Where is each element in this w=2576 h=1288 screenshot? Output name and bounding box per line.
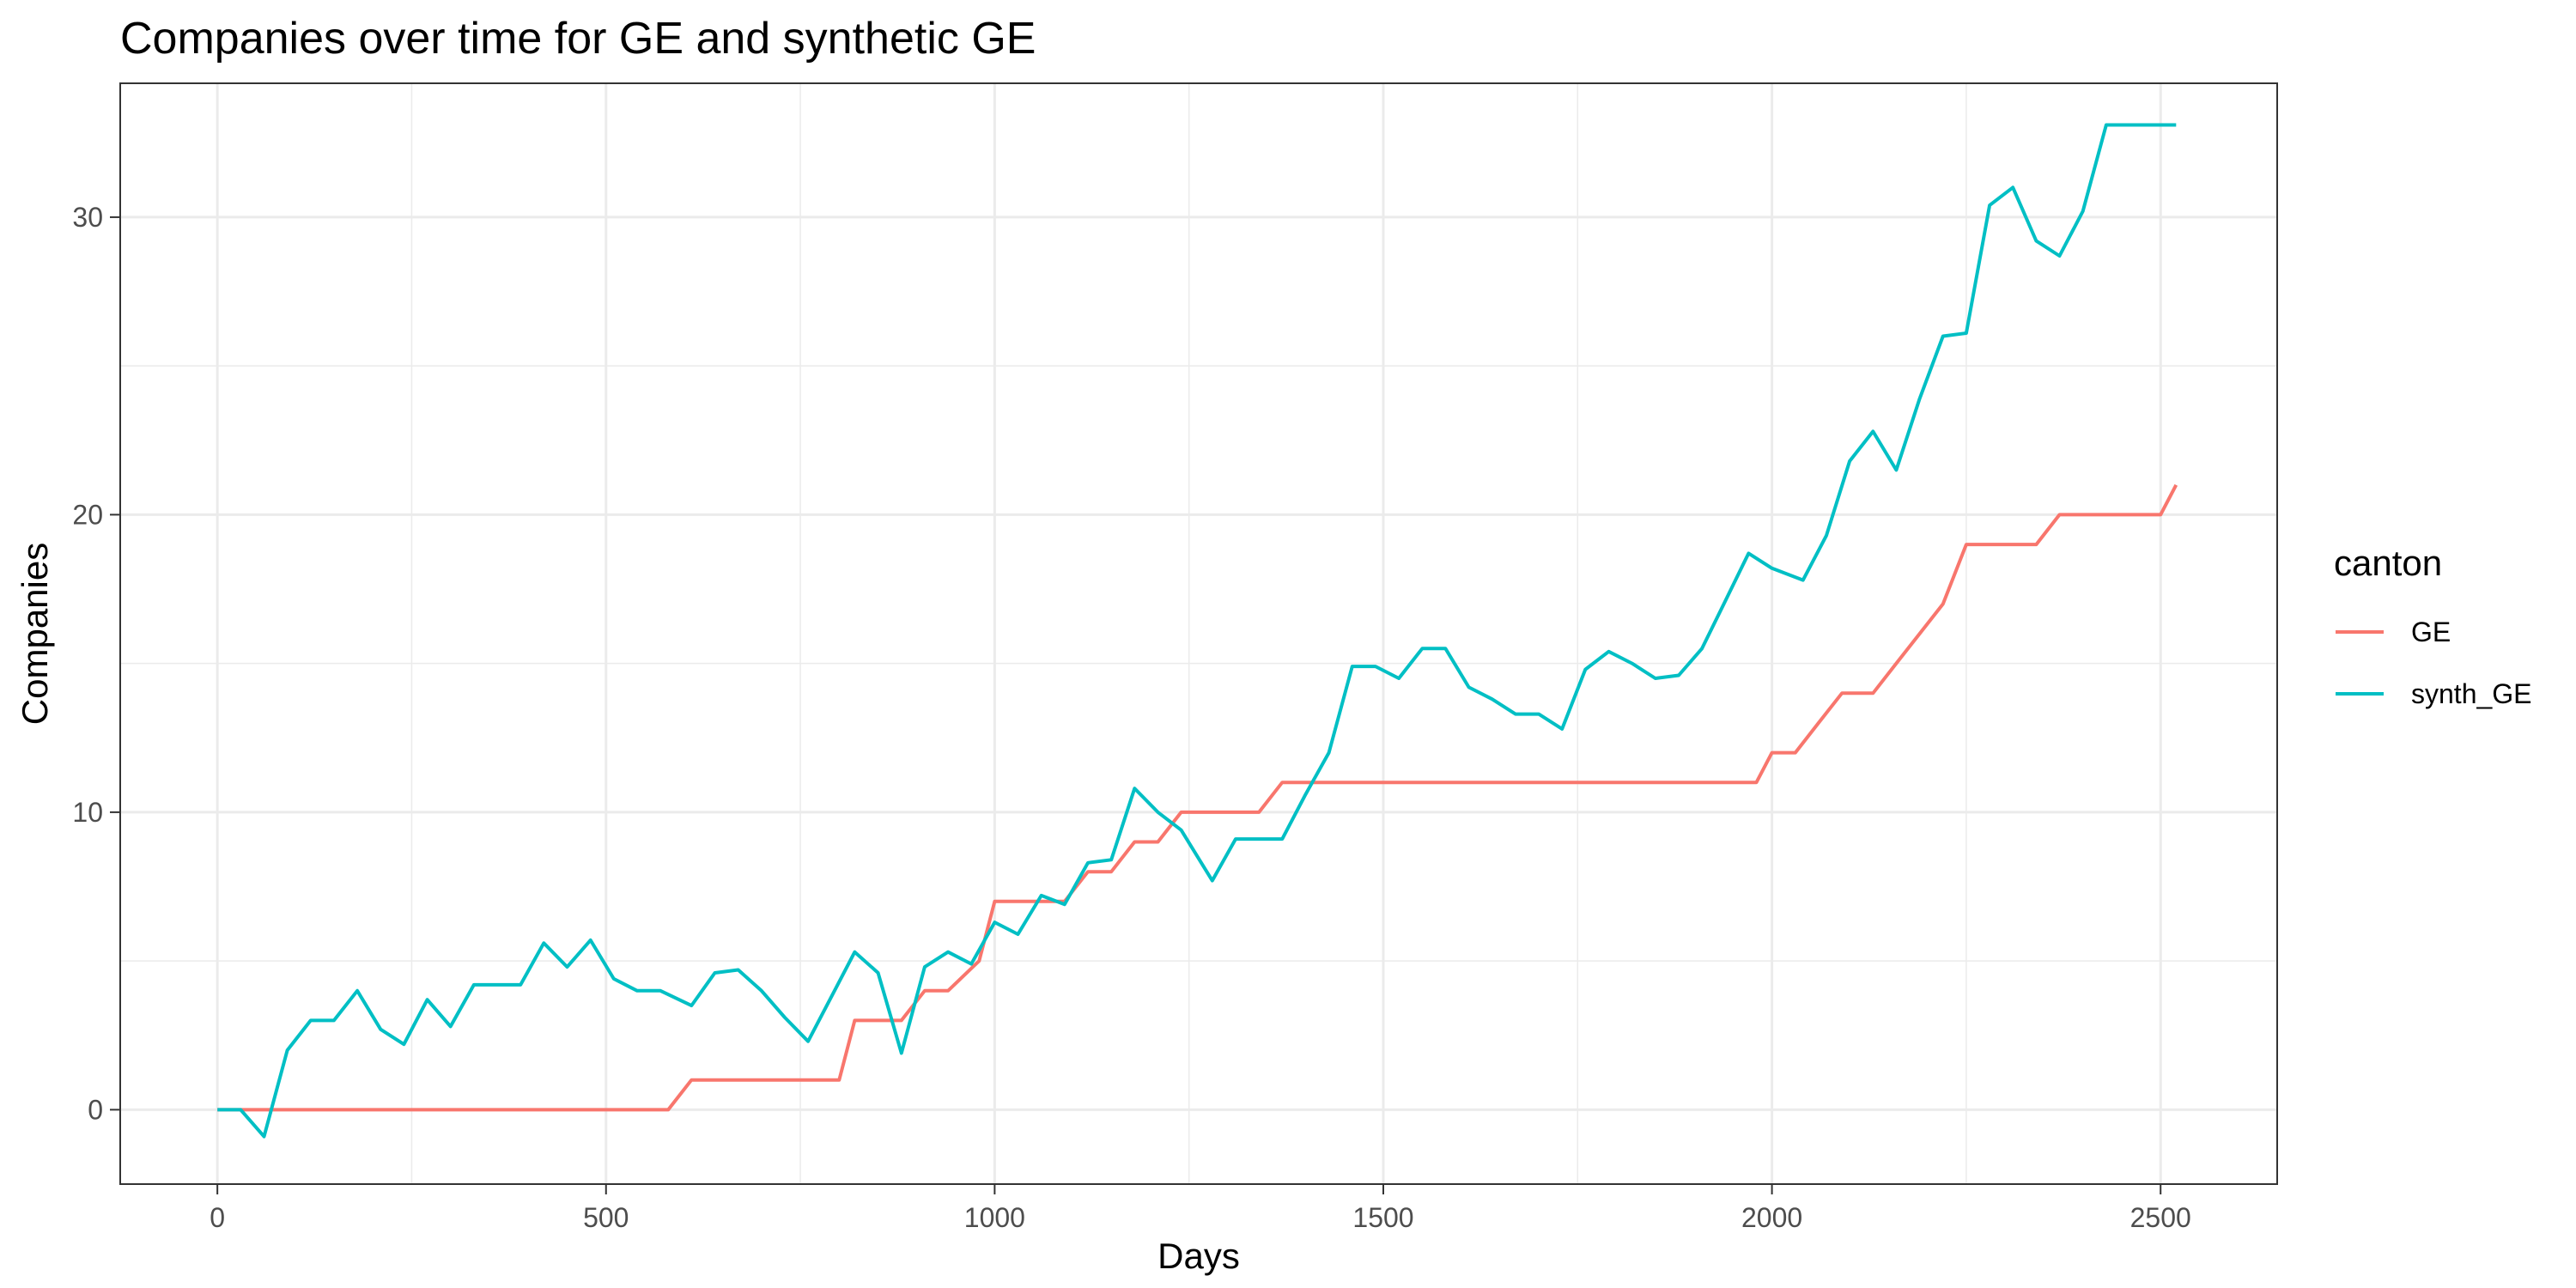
chart-title: Companies over time for GE and synthetic… bbox=[120, 14, 1036, 64]
x-axis-title: Days bbox=[1157, 1236, 1240, 1276]
x-tick-label: 1000 bbox=[964, 1202, 1025, 1233]
plot-panel-border bbox=[119, 82, 2278, 1185]
x-tick-label: 2000 bbox=[1741, 1202, 1802, 1233]
y-tick-label: 20 bbox=[72, 499, 103, 530]
x-tick-label: 2500 bbox=[2130, 1202, 2191, 1233]
legend-title: canton bbox=[2334, 543, 2442, 583]
x-tick-label: 1500 bbox=[1352, 1202, 1413, 1233]
series-layer bbox=[217, 123, 2178, 1139]
legend-label-ge: GE bbox=[2411, 617, 2451, 647]
x-tick-label: 0 bbox=[210, 1202, 225, 1233]
major-grid bbox=[120, 83, 2277, 1184]
y-tick-label: 0 bbox=[88, 1094, 103, 1125]
x-tick-label: 500 bbox=[583, 1202, 629, 1233]
legend-label-synth-ge: synth_GE bbox=[2411, 678, 2532, 709]
plot-area bbox=[119, 82, 2278, 1185]
series-line-ge bbox=[217, 483, 2178, 1112]
x-axis-ticks: 0 500 1000 1500 2000 2500 bbox=[210, 1184, 2191, 1233]
y-tick-label: 30 bbox=[72, 202, 103, 233]
minor-grid bbox=[120, 83, 2277, 1184]
y-axis-ticks: 0 10 20 30 bbox=[72, 202, 120, 1125]
y-axis-title: Companies bbox=[15, 543, 55, 725]
legend: canton GE synth_GE bbox=[2334, 543, 2532, 709]
series-line-synth-ge bbox=[217, 123, 2177, 1139]
y-tick-label: 10 bbox=[72, 797, 103, 828]
